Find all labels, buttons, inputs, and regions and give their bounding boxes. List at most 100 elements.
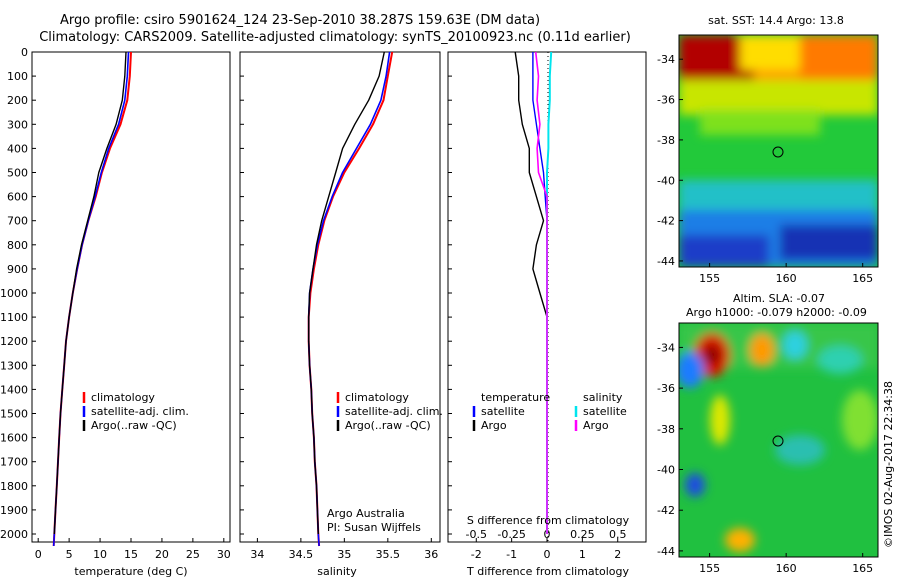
map-x-tick-label: 155 — [699, 562, 720, 575]
map-y-tick-label: -42 — [657, 504, 675, 517]
depth-tick-label: 1200 — [0, 335, 28, 348]
copyright-note: ©IMOS 02-Aug-2017 22:34:38 — [882, 381, 895, 548]
x-tick-label: 35 — [337, 548, 351, 561]
map-y-tick-label: -42 — [657, 215, 675, 228]
legend-label: Argo(..raw -QC) — [91, 419, 177, 432]
map-y-tick-label: -40 — [657, 174, 675, 187]
depth-tick-label: 300 — [7, 118, 28, 131]
map-y-tick-label: -44 — [657, 255, 675, 268]
temperature-xlabel: temperature (deg C) — [74, 565, 187, 578]
legend-label: Argo — [481, 419, 507, 432]
series-line — [307, 51, 391, 547]
credit-line-1: Argo Australia — [327, 507, 405, 520]
series-line — [52, 51, 132, 547]
map-x-tick-label: 165 — [852, 562, 873, 575]
sst-map-axes: -34 -36 -38 -40 -42 -44 155 160 165 — [657, 53, 873, 285]
x-tick-label: 25 — [186, 548, 200, 561]
map-y-tick-label: -40 — [657, 464, 675, 477]
x-tick-label: -1 — [506, 548, 517, 561]
difference-series — [514, 51, 553, 534]
map-y-tick-label: -36 — [657, 94, 675, 107]
x-tick-label: 34.5 — [289, 548, 314, 561]
x-tick-label: 30 — [217, 548, 231, 561]
legend-label: satellite-adj. clim. — [345, 405, 443, 418]
map-y-tick-label: -36 — [657, 382, 675, 395]
map-x-tick-label: 165 — [852, 272, 873, 285]
map-y-tick-label: -38 — [657, 423, 675, 436]
depth-tick-label: 700 — [7, 215, 28, 228]
title-line-1: Argo profile: csiro 5901624_124 23-Sep-2… — [60, 13, 540, 28]
x-tick-label: 15 — [124, 548, 138, 561]
difference-x-axis: -2 -1 0 1 2 -0.5 -0.25 0 0.25 0.5 — [466, 528, 627, 561]
temperature-panel — [31, 51, 231, 543]
salinity-xlabel: salinity — [317, 565, 357, 578]
x-tick-label: 20 — [155, 548, 169, 561]
depth-tick-label: 200 — [7, 94, 28, 107]
depth-tick-label: 1700 — [0, 456, 28, 469]
depth-tick-label: 1400 — [0, 383, 28, 396]
difference-legend: temperature salinitysatelliteArgosatellit… — [472, 391, 627, 432]
legend-label: satellite — [583, 405, 627, 418]
legend-header-salinity: salinity — [583, 391, 623, 404]
map-y-tick-label: -44 — [657, 545, 675, 558]
map-bottom-title-2: Argo h1000: -0.079 h2000: -0.09 — [686, 306, 867, 319]
map-y-tick-label: -38 — [657, 134, 675, 147]
legend-label: Argo — [583, 419, 609, 432]
depth-tick-label: 1100 — [0, 311, 28, 324]
depth-tick-label: 0 — [21, 46, 28, 59]
depth-tick-label: 1000 — [0, 287, 28, 300]
legend-label: climatology — [345, 391, 409, 404]
depth-axis: 0 100 200 300 400 500 600 700 800 900 1000 1100 1200… — [0, 46, 452, 541]
series-line — [53, 51, 127, 535]
legend-label: Argo(..raw -QC) — [345, 419, 431, 432]
legend-header-temperature: temperature — [481, 391, 550, 404]
map-x-tick-label: 155 — [699, 272, 720, 285]
x-tick-label: 0 — [35, 548, 42, 561]
depth-tick-label: 1500 — [0, 408, 28, 421]
depth-tick-label: 100 — [7, 70, 28, 83]
map-y-tick-label: -34 — [657, 341, 675, 354]
depth-tick-label: 2000 — [0, 528, 28, 541]
depth-tick-label: 1900 — [0, 504, 28, 517]
s-tick-label: 0.25 — [570, 528, 595, 541]
s-tick-label: -0.5 — [466, 528, 487, 541]
float-location-marker-bottom — [772, 435, 784, 447]
legend-label: satellite-adj. clim. — [91, 405, 189, 418]
series-line — [52, 51, 130, 547]
depth-tick-label: 800 — [7, 239, 28, 252]
series-line — [308, 51, 385, 535]
legend-label: climatology — [91, 391, 155, 404]
sst-map-frame — [678, 34, 879, 268]
map-y-tick-label: -34 — [657, 53, 675, 66]
credit-line-2: PI: Susan Wijffels — [327, 521, 421, 534]
series-line — [307, 51, 394, 547]
depth-tick-label: 1800 — [0, 480, 28, 493]
map-bottom-title-1: Altim. SLA: -0.07 — [733, 292, 825, 305]
depth-tick-label: 1600 — [0, 432, 28, 445]
x-tick-label: 10 — [93, 548, 107, 561]
x-tick-label: -2 — [471, 548, 482, 561]
title-line-2: Climatology: CARS2009. Satellite-adjuste… — [39, 30, 631, 45]
depth-tick-label: 600 — [7, 191, 28, 204]
series-line — [534, 51, 548, 534]
salinity-series — [307, 51, 394, 547]
map-top-title: sat. SST: 14.4 Argo: 13.8 — [708, 14, 844, 27]
salinity-panel — [239, 51, 441, 543]
x-tick-label: 2 — [614, 548, 621, 561]
series-line — [514, 51, 548, 534]
sla-map — [679, 323, 878, 557]
x-tick-label: 5 — [66, 548, 73, 561]
difference-top-label: S difference from climatology — [467, 514, 630, 527]
x-tick-label: 34 — [250, 548, 264, 561]
s-tick-label: 0.5 — [609, 528, 627, 541]
s-tick-label: 0 — [544, 528, 551, 541]
temperature-x-axis: 0 5 10 15 20 25 30 — [35, 538, 231, 561]
sla-map-axes: -34 -36 -38 -40 -42 -44 155 160 165 — [657, 341, 873, 575]
depth-tick-label: 1300 — [0, 359, 28, 372]
legend-label: satellite — [481, 405, 525, 418]
float-location-marker-top — [772, 146, 784, 158]
map-x-tick-label: 160 — [776, 562, 797, 575]
